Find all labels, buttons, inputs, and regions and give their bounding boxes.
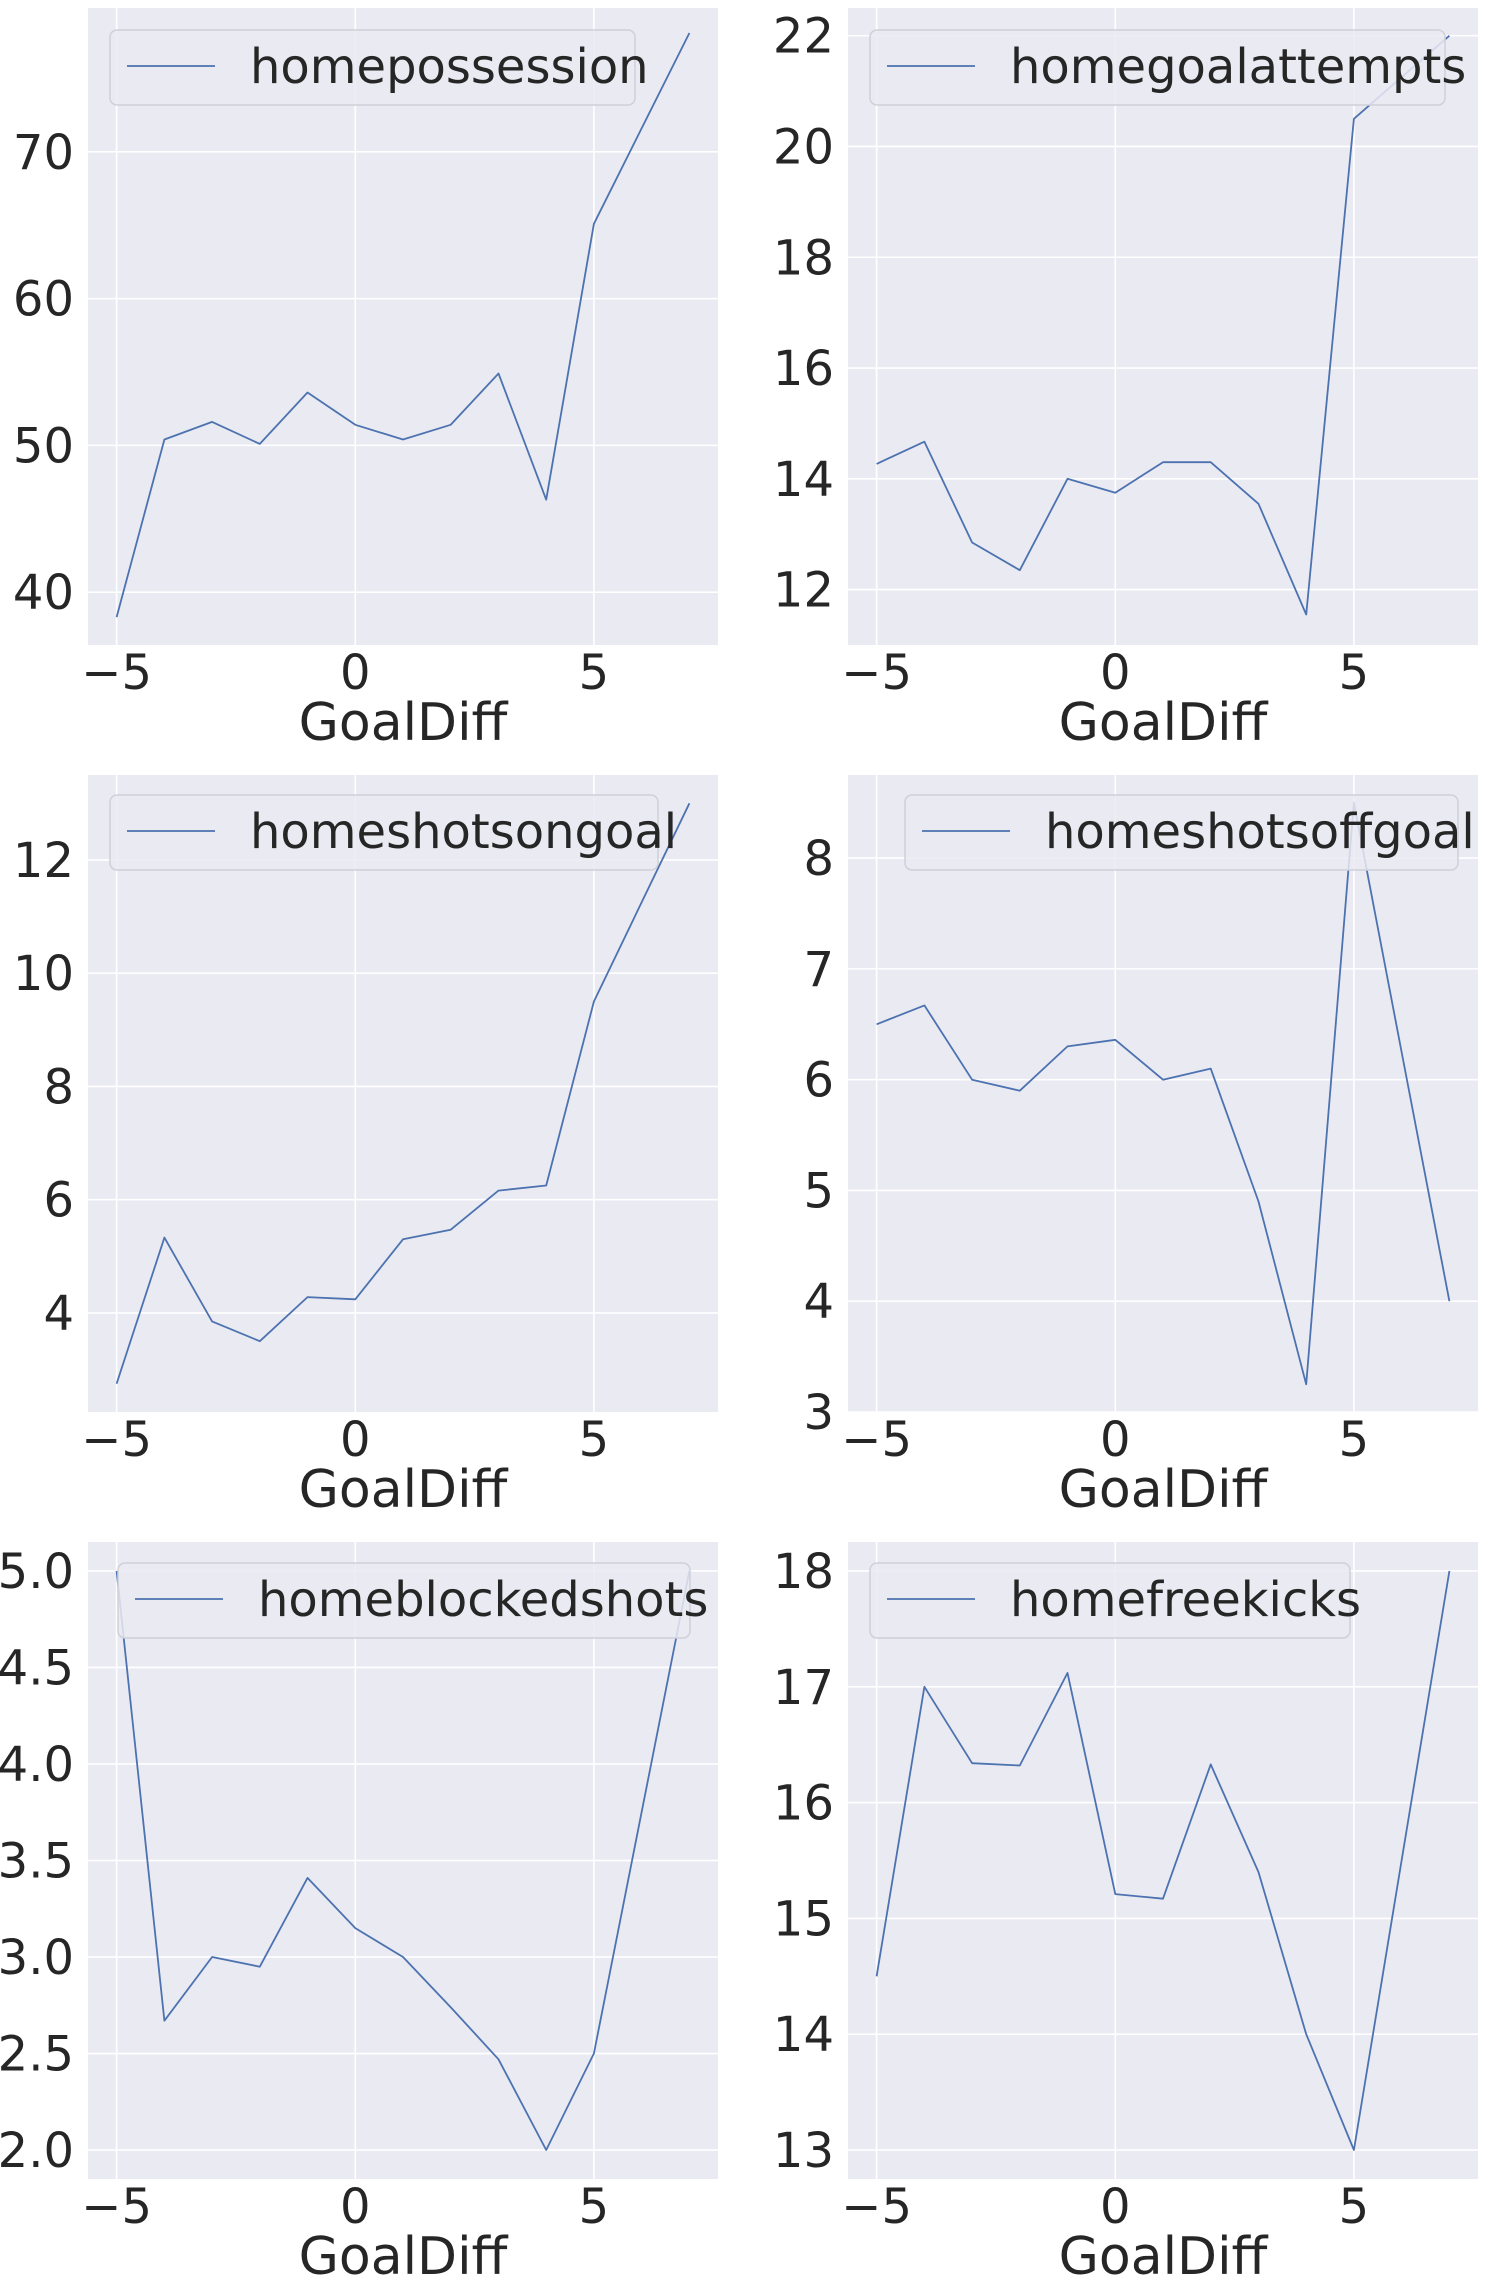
legend-box <box>109 794 659 871</box>
series-line-homeshotsongoal <box>115 802 691 1384</box>
y-tick-label: 6 <box>803 1053 834 1109</box>
legend: homeshotsoffgoal <box>904 794 1475 871</box>
legend-label: homepossession <box>250 39 649 95</box>
y-tick-label: 20 <box>773 119 834 175</box>
y-tick-label: 3 <box>803 1385 834 1441</box>
x-tick-label: 5 <box>1339 2179 1370 2235</box>
y-tick-label: 4.0 <box>0 1737 74 1793</box>
series-line-homeblockedshots <box>115 1570 691 2151</box>
legend-label: homeshotsoffgoal <box>1045 804 1475 860</box>
plot-background <box>848 8 1478 645</box>
x-tick-label: −5 <box>81 645 152 701</box>
x-tick-label: 5 <box>579 2179 610 2235</box>
y-tick-label: 13 <box>773 2123 834 2179</box>
y-tick-label: 22 <box>773 9 834 65</box>
x-tick-label: 0 <box>340 645 371 701</box>
y-tick-label: 14 <box>773 2007 834 2063</box>
y-tick-label: 12 <box>773 563 834 619</box>
y-tick-label: 40 <box>13 565 74 621</box>
x-axis-label: GoalDiff <box>1059 2227 1269 2287</box>
panel-homegoalattempts: −5 0 5 12 14 16 18 20 22 GoalDiff homegoalattempts <box>773 8 1478 753</box>
y-tick-label: 4 <box>803 1274 834 1330</box>
series-line-homepossession <box>115 32 691 618</box>
y-tick-label: 6 <box>43 1173 74 1229</box>
x-tick-label: 5 <box>579 645 610 701</box>
plot-background <box>88 775 718 1412</box>
y-tick-label: 5 <box>803 1163 834 1219</box>
y-tick-label: 18 <box>773 1544 834 1600</box>
x-tick-label: 5 <box>579 1412 610 1468</box>
x-axis-label: GoalDiff <box>1059 693 1269 753</box>
y-tick-label: 8 <box>803 831 834 887</box>
panel-homeshotsoffgoal: −5 0 5 3 4 5 6 7 8 GoalDiff homeshotsoffgoal <box>803 775 1478 1520</box>
x-tick-label: 5 <box>1339 645 1370 701</box>
legend-box <box>869 29 1446 106</box>
x-tick-label: 0 <box>1100 645 1131 701</box>
y-tick-label: 16 <box>773 341 834 397</box>
legend: homeblockedshots <box>117 1562 708 1639</box>
y-tick-label: 2.0 <box>0 2123 74 2179</box>
x-tick-label: −5 <box>841 645 912 701</box>
panel-homeblockedshots: −5 0 5 2.0 2.5 3.0 3.5 4.0 4.5 5.0 GoalDiff homeblo… <box>0 1542 718 2287</box>
legend-label: homeshotsongoal <box>250 804 677 860</box>
legend: homepossession <box>109 29 649 106</box>
y-tick-label: 2.5 <box>0 2027 74 2083</box>
x-tick-label: 5 <box>1339 1412 1370 1468</box>
y-tick-label: 8 <box>43 1059 74 1115</box>
y-tick-label: 60 <box>13 272 74 328</box>
plot-background <box>88 8 718 645</box>
x-tick-label: 0 <box>1100 1412 1131 1468</box>
y-tick-label: 70 <box>13 125 74 181</box>
y-tick-label: 18 <box>773 230 834 286</box>
x-tick-label: −5 <box>841 1412 912 1468</box>
y-tick-label: 17 <box>773 1660 834 1716</box>
legend-box <box>109 29 636 106</box>
legend-box <box>904 794 1459 871</box>
x-axis-label: GoalDiff <box>299 2227 509 2287</box>
plot-background <box>848 775 1478 1412</box>
legend-box <box>869 1562 1351 1639</box>
y-tick-label: 7 <box>803 942 834 998</box>
legend: homegoalattempts <box>869 29 1466 106</box>
x-tick-label: −5 <box>841 2179 912 2235</box>
legend-label: homeblockedshots <box>258 1572 708 1628</box>
panel-homefreekicks: −5 0 5 13 14 15 16 17 18 GoalDiff homefreekicks <box>773 1542 1478 2287</box>
y-tick-label: 12 <box>13 833 74 889</box>
y-tick-label: 14 <box>773 452 834 508</box>
y-tick-label: 5.0 <box>0 1544 74 1600</box>
x-tick-label: 0 <box>340 2179 371 2235</box>
legend-label: homefreekicks <box>1010 1572 1361 1628</box>
panel-homeshotsongoal: −5 0 5 4 6 8 10 12 GoalDiff homeshotsongoal <box>13 775 718 1520</box>
series-line-homegoalattempts <box>876 35 1450 616</box>
legend-label: homegoalattempts <box>1010 39 1466 95</box>
y-tick-label: 50 <box>13 418 74 474</box>
x-axis-label: GoalDiff <box>299 1460 509 1520</box>
y-tick-label: 16 <box>773 1776 834 1832</box>
x-tick-label: −5 <box>81 1412 152 1468</box>
x-axis-label: GoalDiff <box>1059 1460 1269 1520</box>
panel-homepossession: −5 0 5 40 50 60 70 GoalDiff homepossession <box>13 8 718 753</box>
y-tick-label: 3.5 <box>0 1834 74 1890</box>
x-tick-label: −5 <box>81 2179 152 2235</box>
y-tick-label: 4.5 <box>0 1640 74 1696</box>
x-tick-label: 0 <box>1100 2179 1131 2235</box>
x-axis-label: GoalDiff <box>299 693 509 753</box>
x-tick-label: 0 <box>340 1412 371 1468</box>
plot-background <box>848 1542 1478 2179</box>
y-tick-label: 10 <box>13 946 74 1002</box>
y-tick-label: 4 <box>43 1286 74 1342</box>
legend: homefreekicks <box>869 1562 1361 1639</box>
series-line-homefreekicks <box>875 1570 1451 2151</box>
y-tick-label: 3.0 <box>0 1930 74 1986</box>
y-tick-label: 15 <box>773 1891 834 1947</box>
legend-box <box>117 1562 691 1639</box>
legend: homeshotsongoal <box>109 794 677 871</box>
